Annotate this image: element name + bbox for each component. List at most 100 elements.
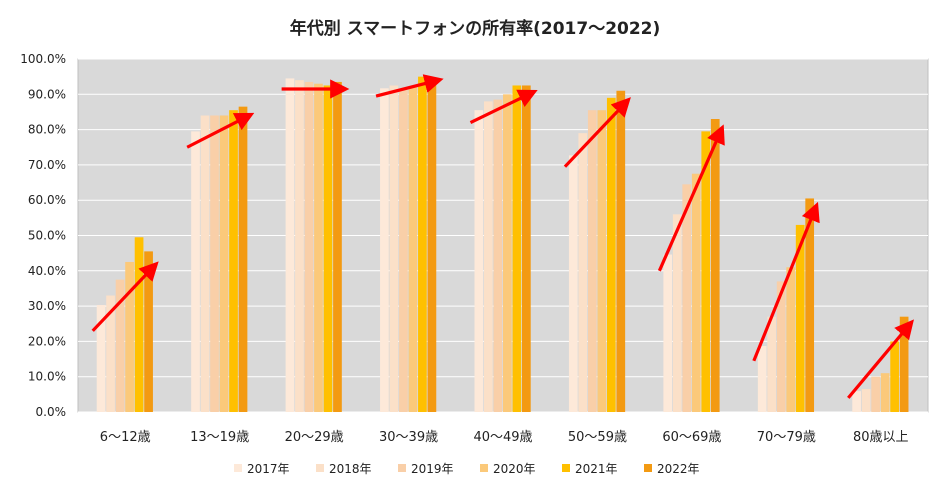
trend-arrows	[91, 74, 914, 399]
y-tick-label: 60.0%	[28, 193, 66, 207]
x-tick-label: 80歳以上	[853, 430, 909, 445]
bar	[503, 94, 512, 413]
bars	[96, 76, 909, 413]
legend-label: 2021年	[575, 462, 618, 476]
bar	[616, 90, 626, 413]
trend-arrow	[752, 201, 820, 362]
bar	[389, 85, 399, 412]
bar	[606, 97, 616, 412]
y-tick-label: 30.0%	[28, 299, 66, 313]
bar	[210, 115, 219, 412]
legend-swatch	[234, 464, 242, 472]
trend-arrow	[375, 74, 444, 98]
trend-arrow	[657, 124, 725, 272]
bar	[484, 101, 493, 413]
bar	[757, 345, 767, 412]
y-axis-ticks: 0.0% 10.0% 20.0% 30.0% 40.0% 50.0% 60.0% 70.0% 8…	[20, 52, 66, 419]
bar	[238, 106, 248, 412]
bar	[115, 279, 125, 412]
y-tick-label: 50.0%	[28, 229, 66, 243]
x-tick-label: 50〜59歳	[568, 430, 627, 445]
x-axis-categories: 6〜12歳 13〜19歳 20〜29歳 30〜39歳 40〜49歳 50〜59歳 60〜69…	[100, 430, 909, 445]
legend-label: 2018年	[329, 462, 372, 476]
bar	[701, 131, 711, 413]
bar	[522, 85, 531, 412]
bar	[512, 85, 522, 412]
legend-swatch	[562, 464, 570, 472]
x-tick-label: 70〜79歳	[757, 430, 816, 445]
bar	[304, 81, 314, 412]
bar	[710, 119, 720, 412]
bar	[134, 237, 144, 412]
bar	[229, 110, 238, 412]
bar	[880, 373, 890, 412]
x-tick-label: 40〜49歳	[473, 430, 532, 445]
bar	[672, 214, 682, 412]
x-tick-label: 60〜69歳	[662, 430, 721, 445]
bar	[786, 267, 796, 412]
legend-label: 2019年	[411, 462, 454, 476]
y-tick-label: 40.0%	[28, 264, 66, 278]
legend-swatch	[644, 464, 652, 472]
bar	[314, 83, 323, 413]
legend: 2017年 2018年 2019年 2020年 2021年 2022年	[234, 462, 700, 476]
legend-label: 2022年	[657, 462, 700, 476]
y-tick-label: 80.0%	[28, 123, 66, 137]
bar	[474, 110, 484, 412]
bar	[852, 391, 861, 412]
y-tick-label: 0.0%	[36, 405, 67, 419]
bar	[691, 173, 701, 412]
bar	[96, 305, 106, 412]
trend-arrow	[847, 319, 914, 399]
legend-label: 2017年	[247, 462, 290, 476]
bar	[597, 110, 607, 412]
bar	[568, 155, 578, 412]
bar	[890, 341, 899, 412]
chart-title: 年代別 スマートフォンの所有率(2017〜2022)	[289, 19, 661, 39]
x-tick-label: 6〜12歳	[100, 430, 151, 445]
bar	[380, 88, 389, 412]
bar	[899, 316, 909, 412]
bar	[408, 87, 418, 413]
y-tick-label: 70.0%	[28, 158, 66, 172]
legend-swatch	[480, 464, 488, 472]
bar	[418, 76, 427, 413]
bar	[333, 81, 342, 412]
bar	[861, 389, 871, 412]
bar	[805, 198, 815, 412]
x-tick-label: 20〜29歳	[285, 430, 344, 445]
x-tick-label: 30〜39歳	[379, 430, 438, 445]
legend-label: 2020年	[493, 462, 536, 476]
bar	[106, 295, 115, 412]
bar	[399, 89, 408, 412]
bar	[776, 281, 786, 412]
y-tick-label: 10.0%	[28, 370, 66, 384]
legend-swatch	[398, 464, 406, 472]
y-tick-label: 20.0%	[28, 334, 66, 348]
trend-arrow	[469, 89, 538, 124]
bar	[871, 376, 880, 412]
bar	[682, 184, 692, 412]
legend-swatch	[316, 464, 324, 472]
bar	[144, 251, 153, 412]
bar	[191, 131, 200, 413]
bar	[663, 254, 673, 412]
bar	[427, 78, 437, 412]
bar	[285, 78, 295, 412]
bar	[493, 99, 503, 412]
bar	[578, 133, 588, 412]
bar	[219, 115, 229, 412]
bar	[767, 316, 777, 412]
y-tick-label: 100.0%	[20, 52, 66, 66]
x-tick-label: 13〜19歳	[190, 430, 249, 445]
trend-arrow	[563, 97, 631, 168]
bar	[295, 80, 304, 413]
bar	[795, 224, 805, 412]
bar	[200, 115, 210, 412]
y-tick-label: 90.0%	[28, 87, 66, 101]
bar	[587, 110, 597, 412]
trend-arrow	[186, 112, 255, 149]
bar	[125, 261, 134, 412]
bar	[323, 85, 333, 412]
